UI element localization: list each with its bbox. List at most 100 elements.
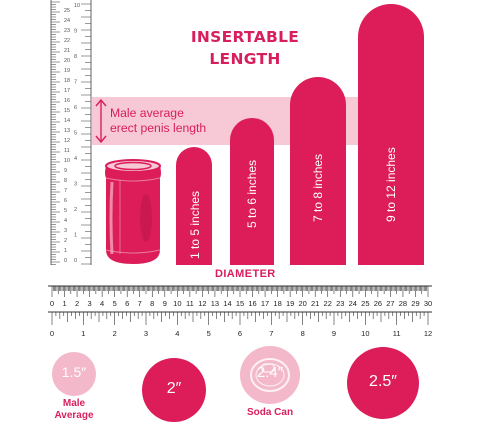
ruler-tick-label: 4 [100,299,104,308]
circle-caption: Male Average [44,398,104,422]
ruler-tick-label: 11 [186,299,194,308]
ruler-tick-label: 28 [399,299,407,308]
ruler-tick-label: 1 [74,233,77,239]
caption-line-1: Male [62,398,86,409]
ruler-tick-label: 19 [286,299,294,308]
average-band-label: Male average erect penis length [110,106,206,135]
ruler-tick-label: 7 [269,329,273,338]
average-band-line-2: erect penis length [110,120,207,135]
ruler-tick-label: 9 [332,329,336,338]
ruler-tick-label: 12 [198,299,206,308]
ruler-tick-label: 6 [238,329,242,338]
caption-line-1: Soda Can [246,407,294,418]
ruler-tick-label: 25 [64,8,70,14]
ruler-tick-label: 27 [386,299,394,308]
circle-value: 2″ [166,380,182,397]
ruler-tick-label: 11 [64,148,70,154]
ruler-tick-label: 13 [211,299,219,308]
ruler-tick-label: 2 [64,238,67,244]
ruler-tick-label: 9 [64,168,67,174]
ruler-tick-label: 2 [113,329,117,338]
bar-1-to-5: 1 to 5 inches [176,147,212,265]
ruler-tick-label: 29 [411,299,419,308]
ruler-tick-label: 24 [64,18,70,24]
caption-line-2: Average [54,410,94,421]
bar-5-to-6: 5 to 6 inches [230,118,274,265]
ruler-tick-label: 7 [74,80,77,86]
ruler-tick-label: 1 [64,248,67,254]
ruler-tick-label: 3 [64,228,67,234]
ruler-tick-label: 10 [64,158,70,164]
ruler-tick-label: 5 [64,208,67,214]
average-band-line-1: Male average [110,106,184,120]
circle-caption: Soda Can [238,407,302,419]
ruler-tick-label: 13 [64,128,70,134]
ruler-tick-label: 18 [64,78,70,84]
ruler-tick-label: 3 [74,182,77,188]
circle-male-average: 1.5″ [52,352,96,396]
ruler-tick-label: 12 [64,138,70,144]
bar-7-to-8: 7 to 8 inches [290,77,346,265]
circle-value: 2.4″ [256,364,284,381]
ruler-tick-label: 20 [298,299,306,308]
ruler-tick-label: 4 [64,218,67,224]
ruler-tick-label: 14 [223,299,231,308]
ruler-tick-label: 26 [374,299,382,308]
ruler-tick-label: 8 [64,178,67,184]
ruler-tick-label: 10 [173,299,181,308]
chart-title: INSERTABLE LENGTH [160,26,330,70]
horizontal-ruler-inch: 0 1 2 3 4 5 6 7 8 9 10 11 12 [48,311,432,338]
ruler-tick-label: 15 [64,108,70,114]
circle-2-5-inch: 2.5″ [347,347,419,419]
ruler-tick-label: 21 [311,299,319,308]
ruler-tick-label: 12 [424,329,432,338]
ruler-tick-label: 23 [336,299,344,308]
ruler-tick-label: 9 [163,299,167,308]
double-arrow-icon [95,98,107,144]
ruler-tick-label: 10 [361,329,369,338]
diameter-label: DIAMETER [215,268,276,280]
ruler-tick-label: 15 [236,299,244,308]
ruler-tick-label: 0 [74,258,77,264]
ruler-tick-label: 7 [138,299,142,308]
ruler-tick-label: 9 [74,29,77,35]
bar-label: 7 to 8 inches [311,153,325,222]
ruler-tick-label: 30 [424,299,432,308]
ruler-tick-label: 19 [64,68,70,74]
ruler-tick-label: 22 [324,299,332,308]
ruler-tick-label: 1 [81,329,85,338]
bar-label: 5 to 6 inches [245,159,259,228]
ruler-tick-label: 21 [64,48,70,54]
circle-soda-can: 2.4″ [240,346,300,404]
ruler-tick-label: 2 [74,207,77,213]
ruler-tick-label: 0 [50,299,54,308]
vertical-ruler: 0123456789101112131415161718192021222324… [50,0,92,265]
ruler-tick-label: 5 [113,299,117,308]
bar-label: 9 to 12 inches [384,147,398,222]
ruler-tick-label: 20 [64,58,70,64]
ruler-tick-label: 22 [64,38,70,44]
ruler-tick-label: 18 [273,299,281,308]
ruler-tick-label: 16 [64,98,70,104]
ruler-tick-label: 1 [62,299,66,308]
title-line-2: LENGTH [209,50,281,68]
ruler-tick-label: 23 [64,28,70,34]
ruler-tick-label: 3 [88,299,92,308]
circle-value: 1.5″ [61,364,87,380]
ruler-tick-label: 4 [74,156,77,162]
can-top-icon [250,358,290,392]
ruler-tick-label: 6 [74,105,77,111]
circle-value: 2.5″ [369,373,397,390]
ruler-tick-label: 5 [207,329,211,338]
ruler-tick-label: 2 [75,299,79,308]
ruler-tick-label: 8 [74,54,77,60]
ruler-tick-label: 17 [261,299,269,308]
ruler-tick-label: 3 [144,329,148,338]
soda-can-icon [105,159,161,264]
bar-label: 1 to 5 inches [188,190,202,259]
ruler-tick-label: 8 [301,329,305,338]
bar-9-to-12: 9 to 12 inches [358,4,424,265]
ruler-tick-label: 6 [125,299,129,308]
ruler-tick-label: 0 [64,258,67,264]
ruler-tick-label: 4 [175,329,179,338]
